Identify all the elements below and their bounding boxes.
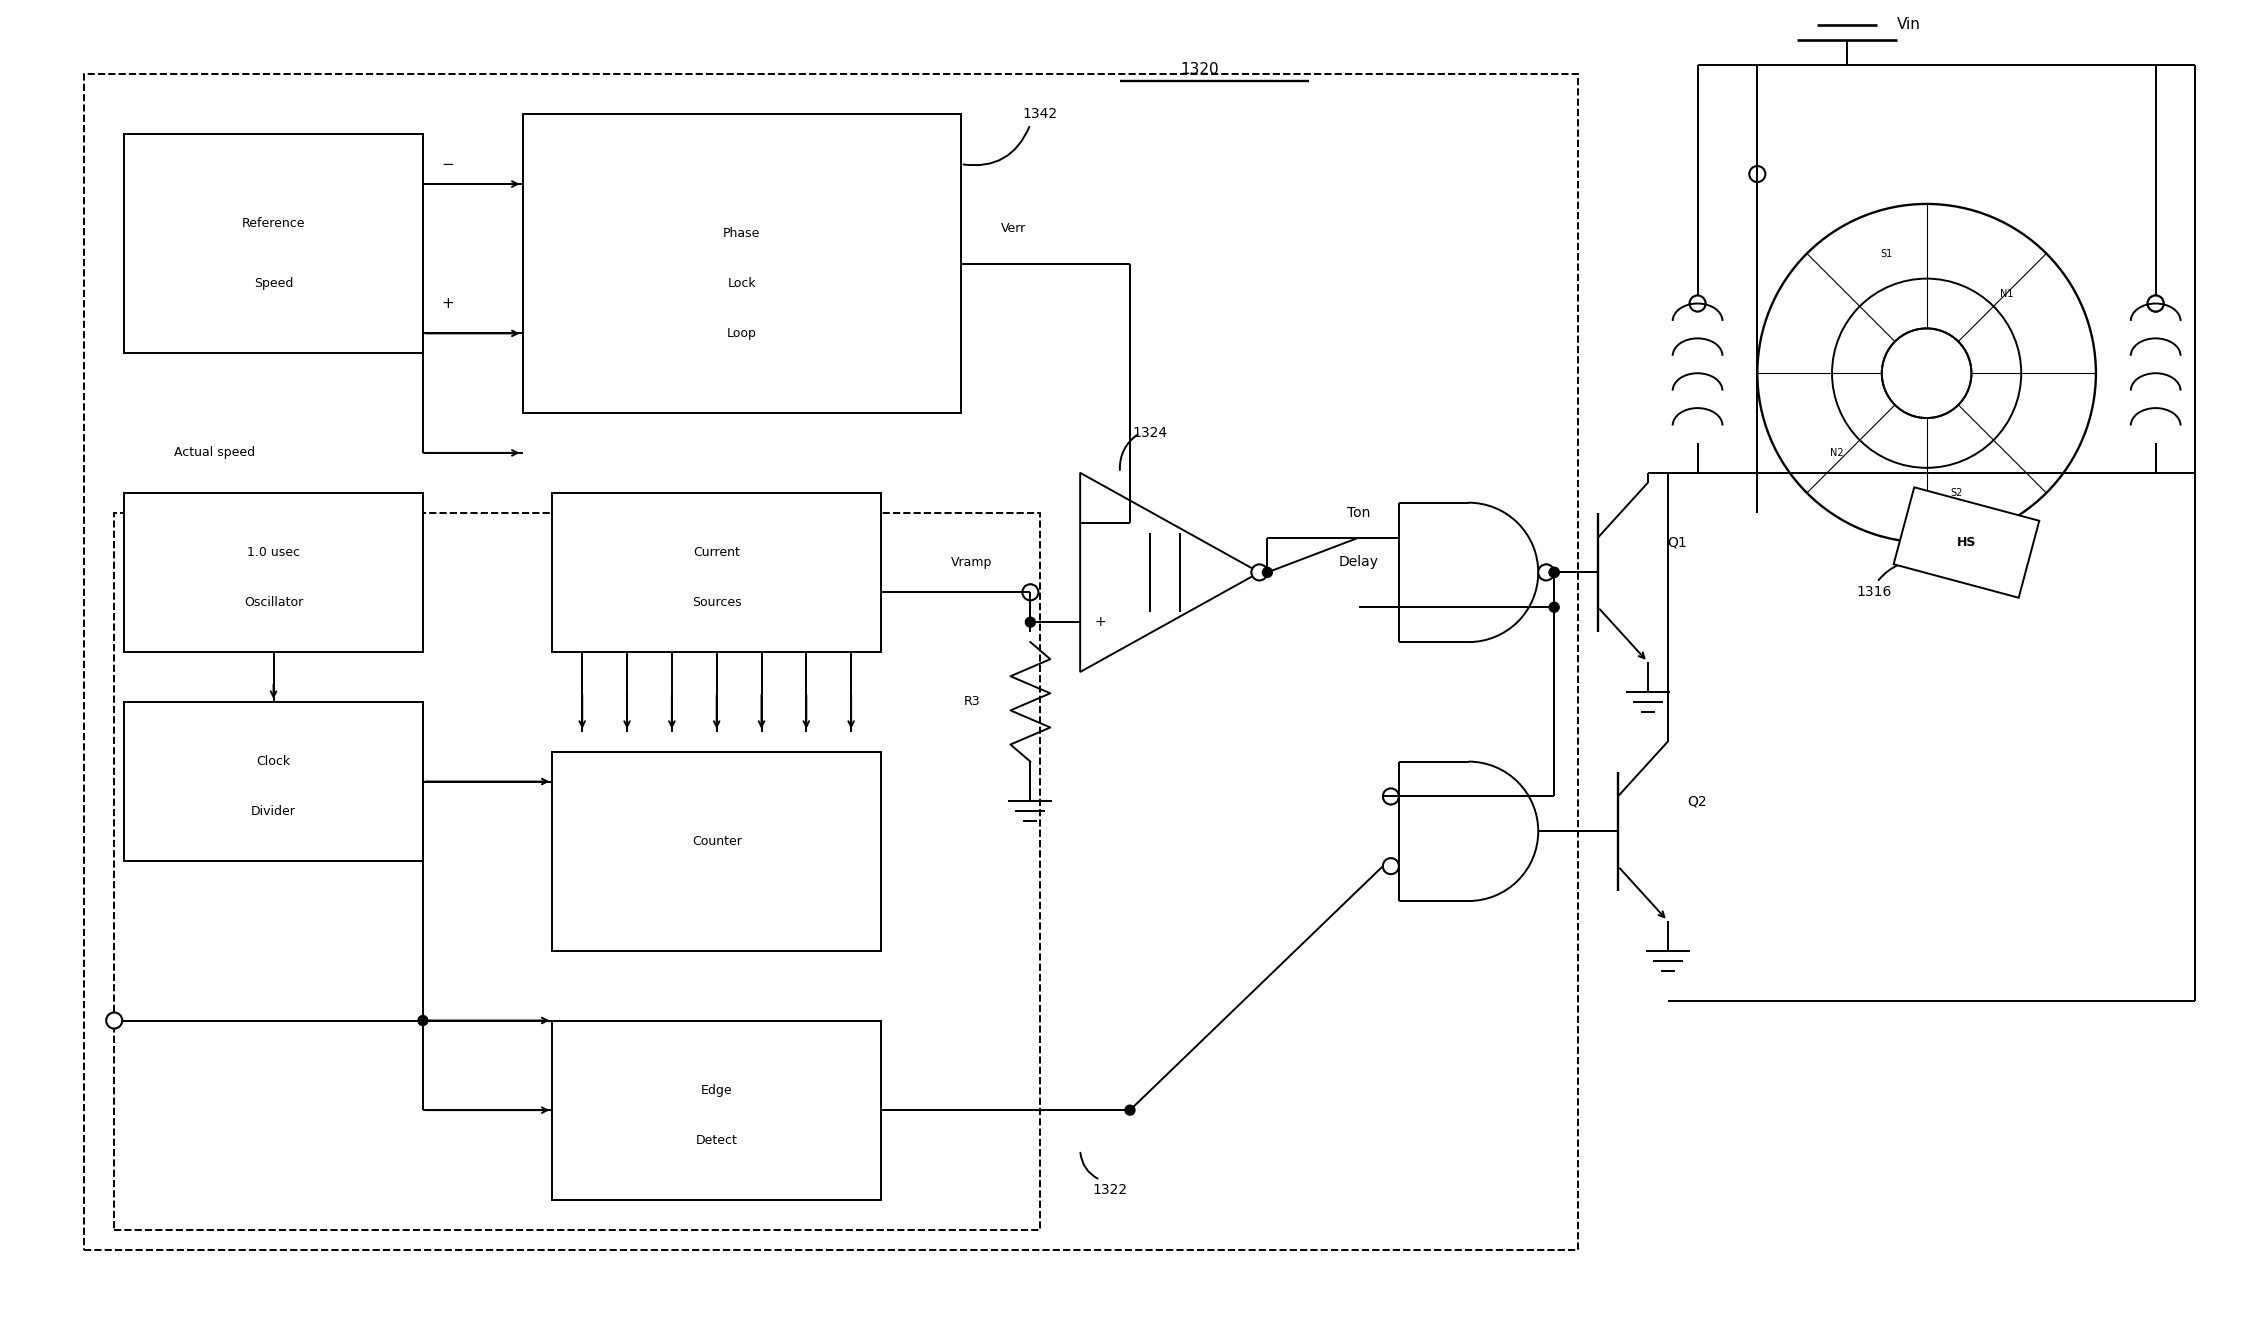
Text: Divider: Divider: [251, 805, 296, 818]
Text: Q2: Q2: [1687, 794, 1708, 809]
Text: 1320: 1320: [1181, 63, 1219, 77]
Text: Current: Current: [692, 546, 740, 559]
Text: S2: S2: [1950, 488, 1963, 498]
Bar: [114, 513, 1040, 1229]
Text: N2: N2: [1831, 448, 1844, 458]
Text: Speed: Speed: [253, 277, 294, 290]
Circle shape: [1125, 1106, 1134, 1115]
Circle shape: [1537, 565, 1555, 581]
Circle shape: [2147, 296, 2163, 312]
Text: 1342: 1342: [1022, 108, 1058, 121]
Circle shape: [1026, 617, 1035, 627]
Text: −: −: [1094, 515, 1105, 530]
Circle shape: [1750, 166, 1766, 182]
Text: Phase: Phase: [724, 228, 760, 240]
Circle shape: [1250, 565, 1268, 581]
Text: Q1: Q1: [1667, 535, 1687, 550]
Bar: [85, 75, 1578, 1249]
Text: Clock: Clock: [255, 755, 291, 769]
Text: Vramp: Vramp: [950, 555, 993, 569]
Circle shape: [1833, 278, 2021, 468]
Circle shape: [1757, 204, 2095, 542]
Text: Reference: Reference: [242, 217, 305, 230]
Circle shape: [1549, 567, 1560, 577]
Text: Oscillator: Oscillator: [244, 595, 303, 609]
Circle shape: [105, 1012, 123, 1028]
Circle shape: [1882, 329, 1972, 418]
Bar: [123, 493, 424, 653]
Text: HS: HS: [1956, 535, 1977, 549]
Text: Counter: Counter: [692, 835, 742, 847]
Circle shape: [1383, 789, 1398, 805]
Text: Detect: Detect: [695, 1134, 737, 1147]
Text: Ton: Ton: [1347, 506, 1371, 519]
Circle shape: [1882, 329, 1972, 418]
Circle shape: [1022, 585, 1038, 601]
Bar: [522, 115, 961, 413]
Circle shape: [1026, 587, 1035, 597]
Text: N1: N1: [1999, 289, 2012, 298]
Text: Sources: Sources: [692, 595, 742, 609]
Text: R3: R3: [964, 695, 982, 709]
Text: Verr: Verr: [999, 222, 1026, 236]
Circle shape: [1549, 567, 1560, 577]
Text: Vin: Vin: [1896, 17, 1921, 32]
Text: Edge: Edge: [701, 1084, 733, 1096]
Circle shape: [1692, 296, 1703, 305]
Text: Actual speed: Actual speed: [175, 446, 255, 460]
Text: S1: S1: [1880, 249, 1894, 258]
Text: 1.0 usec: 1.0 usec: [247, 546, 300, 559]
Circle shape: [1262, 567, 1273, 577]
Bar: [123, 702, 424, 862]
Circle shape: [1255, 567, 1264, 577]
Text: +: +: [1094, 615, 1105, 629]
Circle shape: [1549, 602, 1560, 613]
Bar: [123, 135, 424, 353]
Text: Lock: Lock: [728, 277, 755, 290]
Text: Loop: Loop: [726, 326, 757, 340]
Text: Delay: Delay: [1340, 555, 1378, 570]
Text: +: +: [441, 296, 455, 310]
Text: −: −: [441, 157, 455, 172]
Circle shape: [1383, 858, 1398, 874]
Circle shape: [2147, 296, 2163, 312]
Circle shape: [1690, 296, 1705, 312]
Text: 1316: 1316: [1858, 585, 1891, 599]
Circle shape: [2151, 296, 2160, 305]
Bar: [551, 493, 881, 653]
Text: 1324: 1324: [1132, 426, 1168, 440]
Bar: [551, 751, 881, 951]
Polygon shape: [1894, 488, 2039, 598]
Text: 1322: 1322: [1091, 1183, 1127, 1197]
Circle shape: [417, 1015, 428, 1026]
Bar: [551, 1020, 881, 1200]
